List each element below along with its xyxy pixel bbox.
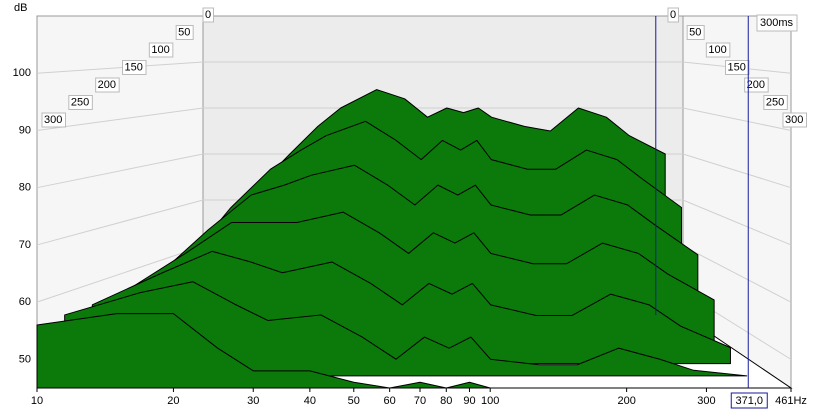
time-tick-box	[744, 77, 769, 93]
time-tick-label: 250	[766, 96, 784, 108]
x-tick-label: 70	[414, 395, 426, 407]
time-tick-box	[175, 25, 194, 40]
x-tick-label: 20	[167, 395, 179, 407]
time-label: 300ms	[760, 17, 794, 29]
x-tick-label: 100	[481, 395, 499, 407]
time-tick-label: 250	[71, 96, 89, 108]
y-tick-label: 70	[19, 239, 31, 251]
time-tick-box	[705, 42, 731, 58]
time-tick-box	[763, 95, 788, 110]
y-axis-label: dB	[14, 2, 27, 14]
waterfall-slice	[64, 281, 748, 377]
time-tick-label: 150	[125, 61, 143, 73]
time-label-box	[756, 14, 798, 32]
time-tick-box	[202, 7, 214, 23]
time-tick-box	[782, 112, 807, 128]
time-tick-label: 100	[708, 44, 726, 56]
time-tick-label: 150	[728, 61, 746, 73]
waterfall-slice	[36, 313, 764, 389]
y-tick-label: 100	[13, 67, 31, 79]
cursor-box	[730, 392, 768, 409]
x-tick-label: 40	[304, 395, 316, 407]
time-tick-box	[68, 95, 93, 110]
y-tick-label: 80	[19, 182, 31, 194]
x-tick-label: 461Hz	[775, 395, 807, 407]
y-tick-label: 90	[19, 124, 31, 136]
time-tick-box	[148, 42, 174, 58]
x-tick-label: 300	[697, 395, 715, 407]
x-tick-label: 90	[463, 395, 475, 407]
x-tick-label: 10	[31, 395, 43, 407]
time-tick-label: 200	[98, 79, 116, 91]
time-tick-label: 300	[44, 114, 62, 126]
time-tick-box	[41, 112, 66, 128]
time-tick-box	[725, 60, 750, 75]
y-tick-label: 50	[19, 353, 31, 365]
x-tick-label: 50	[348, 395, 360, 407]
time-tick-label: 300	[785, 114, 803, 126]
x-tick-label: 30	[247, 395, 259, 407]
grid-line	[36, 107, 792, 131]
time-tick-label: 200	[747, 79, 765, 91]
time-tick-box	[667, 7, 679, 23]
x-tick-label: 200	[617, 395, 635, 407]
time-tick-label: 0	[205, 9, 211, 21]
time-tick-box	[686, 25, 705, 40]
x-tick-label: 80	[440, 395, 452, 407]
time-tick-box	[122, 60, 147, 75]
time-tick-label: 50	[178, 26, 190, 38]
time-tick-box	[95, 77, 120, 93]
time-tick-label: 100	[151, 44, 169, 56]
x-tick-label: 60	[384, 395, 396, 407]
time-tick-label: 0	[670, 9, 676, 21]
time-tick-label: 50	[689, 26, 701, 38]
y-tick-label: 60	[19, 296, 31, 308]
cursor-label: 371,0	[735, 395, 763, 407]
